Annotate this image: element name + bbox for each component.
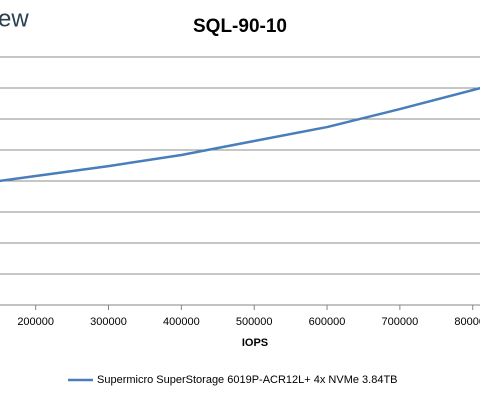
x-tick-label: 700000 (382, 316, 419, 328)
chart-title: SQL-90-10 (193, 16, 287, 37)
x-tick-label: 400000 (163, 316, 200, 328)
x-tick-label: 500000 (236, 316, 273, 328)
x-axis-label: IOPS (242, 337, 268, 349)
x-tick-label: 600000 (309, 316, 346, 328)
logo: ew (0, 5, 29, 32)
x-tick-label: 300000 (90, 316, 127, 328)
data-line (0, 86, 480, 183)
x-tick-label: 800000 (454, 316, 480, 328)
legend-label: Supermicro SuperStorage 6019P-ACR12L+ 4x… (97, 374, 398, 386)
x-tick-label: 200000 (17, 316, 54, 328)
